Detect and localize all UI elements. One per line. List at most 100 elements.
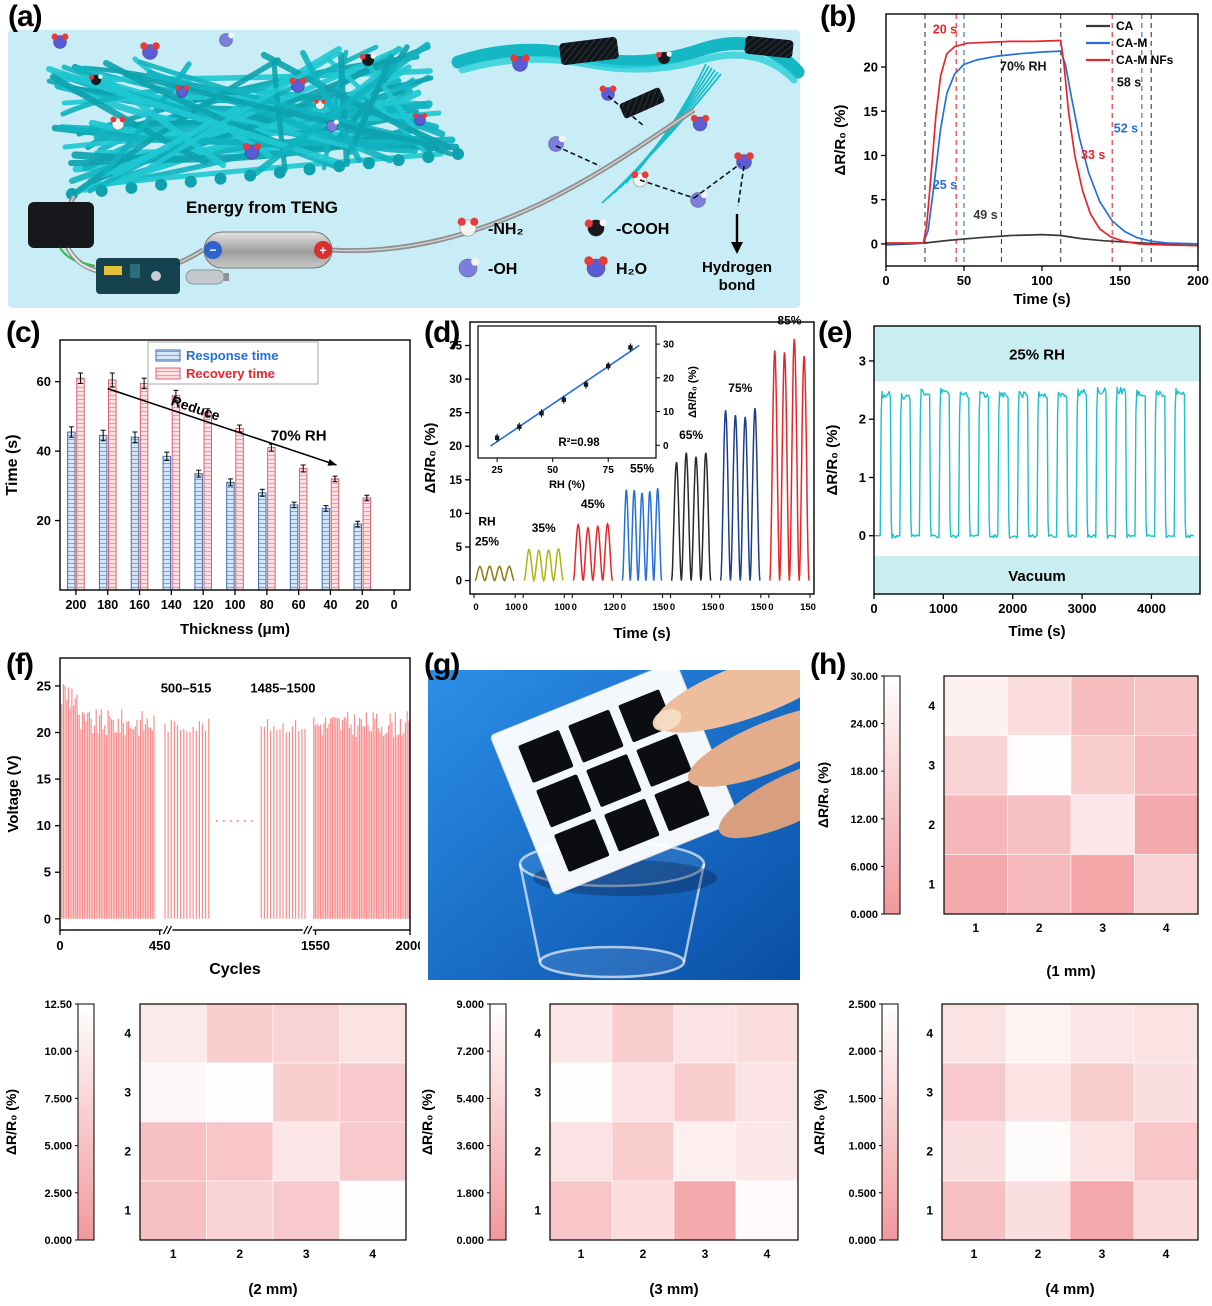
- panel-label-g: (g): [424, 648, 460, 681]
- svg-text:5: 5: [44, 865, 51, 880]
- svg-text:3000: 3000: [1068, 601, 1097, 616]
- svg-text:3: 3: [303, 1247, 310, 1261]
- svg-text:(2 mm): (2 mm): [248, 1281, 297, 1298]
- svg-text:1: 1: [926, 1204, 933, 1218]
- svg-text:0.000: 0.000: [850, 909, 878, 921]
- svg-text:0: 0: [473, 602, 478, 613]
- svg-text:0: 0: [522, 602, 527, 613]
- panel-c-thickness-bar-chart: 200 180 160 140 120 100 80 60 40 20 0 20 40 60 Thickne…: [0, 314, 420, 646]
- svg-text:4: 4: [1163, 921, 1170, 935]
- svg-text:ΔR/R₀ (%): ΔR/R₀ (%): [832, 105, 849, 176]
- sensor-photo-canvas: [428, 670, 800, 980]
- svg-text:2000: 2000: [396, 938, 420, 953]
- svg-text:2.500: 2.500: [848, 999, 876, 1011]
- svg-text:1: 1: [859, 470, 866, 485]
- svg-text:3: 3: [1099, 921, 1106, 935]
- svg-text:25: 25: [449, 408, 462, 420]
- heatmap-4mm-canvas: 2.500 2.000 1.500 1.000 0.500 0.000 ΔR/R₀ (%) 1…: [811, 999, 1199, 1298]
- svg-text:0: 0: [768, 602, 773, 613]
- svg-text:15: 15: [37, 772, 51, 787]
- svg-text:2: 2: [859, 412, 866, 427]
- svg-text:58 s: 58 s: [1117, 76, 1141, 90]
- svg-text:H₂O: H₂O: [616, 261, 647, 278]
- svg-text:15: 15: [864, 104, 878, 119]
- svg-text:1.500: 1.500: [848, 1093, 876, 1105]
- svg-text:52 s: 52 s: [1114, 121, 1138, 135]
- svg-text:20: 20: [449, 441, 462, 453]
- panel-label-h: (h): [810, 648, 846, 681]
- svg-text:12.00: 12.00: [850, 814, 878, 826]
- svg-text:2000: 2000: [998, 601, 1027, 616]
- svg-text:80: 80: [260, 598, 274, 612]
- svg-text:ΔR/R₀ (%): ΔR/R₀ (%): [422, 423, 439, 494]
- panel-heatmap-2mm: 12.50 10.00 7.500 5.000 2.500 0.000 ΔR/R₀ (%) 1…: [0, 988, 418, 1306]
- svg-text:3: 3: [534, 1086, 541, 1100]
- svg-text:100: 100: [505, 602, 521, 613]
- svg-text:3: 3: [859, 353, 866, 368]
- svg-text:0.000: 0.000: [456, 1235, 484, 1247]
- svg-text:70% RH: 70% RH: [271, 428, 327, 445]
- svg-text:CA-M: CA-M: [1116, 36, 1147, 50]
- svg-text:45%: 45%: [581, 497, 605, 511]
- svg-text:150: 150: [800, 602, 816, 613]
- svg-text:3: 3: [124, 1086, 131, 1100]
- svg-text:10: 10: [37, 818, 51, 833]
- svg-text:30: 30: [663, 340, 675, 351]
- svg-text:33 s: 33 s: [1081, 148, 1105, 162]
- svg-text:10: 10: [449, 508, 462, 520]
- svg-text:25: 25: [37, 678, 51, 693]
- svg-text:120: 120: [603, 602, 619, 613]
- svg-text:ΔR/R₀ (%): ΔR/R₀ (%): [815, 762, 831, 828]
- svg-text:6.000: 6.000: [850, 861, 878, 873]
- heatmap-2mm-canvas: 12.50 10.00 7.500 5.000 2.500 0.000 ΔR/R₀ (%) 1…: [3, 999, 407, 1298]
- svg-text:Response time: Response time: [186, 348, 278, 363]
- svg-text:60: 60: [292, 598, 306, 612]
- svg-text:5.400: 5.400: [456, 1093, 484, 1105]
- svg-text:0: 0: [719, 602, 724, 613]
- svg-text:0: 0: [882, 273, 889, 288]
- svg-text:200: 200: [1187, 273, 1209, 288]
- svg-text:-NH₂: -NH₂: [488, 221, 524, 238]
- heatmap-1mm-canvas: 30.00 24.00 18.00 12.00 6.000 0.000 ΔR/R₀ (%) 1…: [815, 671, 1199, 980]
- svg-text:180: 180: [97, 598, 118, 612]
- svg-text:25%: 25%: [475, 535, 499, 549]
- svg-text:2: 2: [640, 1247, 647, 1261]
- svg-text:40: 40: [324, 598, 338, 612]
- svg-text:100: 100: [1031, 273, 1053, 288]
- svg-text:75%: 75%: [728, 381, 752, 395]
- svg-text:1.000: 1.000: [848, 1141, 876, 1153]
- svg-text:3.600: 3.600: [456, 1141, 484, 1153]
- response-recovery-curve-canvas: 0 50 100 150 200 0 5 10 15 20 Time (s) ΔR/R₀ (%) CA C…: [832, 13, 1209, 308]
- svg-text:49 s: 49 s: [973, 208, 997, 222]
- svg-text:150: 150: [751, 602, 767, 613]
- svg-text:4: 4: [926, 1027, 933, 1041]
- panel-label-a: (a): [8, 0, 43, 33]
- svg-text:0.000: 0.000: [44, 1235, 72, 1247]
- svg-text:ΔR/R₀ (%): ΔR/R₀ (%): [3, 1089, 19, 1155]
- svg-text:bond: bond: [719, 277, 756, 294]
- svg-text:(4 mm): (4 mm): [1045, 1281, 1094, 1298]
- svg-text:2: 2: [534, 1145, 541, 1159]
- svg-text:5: 5: [456, 542, 463, 554]
- svg-text:Cycles: Cycles: [209, 961, 261, 978]
- svg-text:Recovery time: Recovery time: [186, 366, 275, 381]
- svg-text:4: 4: [928, 699, 935, 713]
- svg-text:Energy from TENG: Energy from TENG: [186, 198, 338, 217]
- svg-text:25: 25: [492, 465, 504, 476]
- svg-text:0: 0: [456, 576, 462, 588]
- svg-text:-OH: -OH: [488, 261, 517, 278]
- panel-label-d: (d): [424, 316, 460, 349]
- svg-text:3: 3: [1099, 1247, 1106, 1261]
- svg-text:10.00: 10.00: [44, 1046, 72, 1058]
- panel-label-b: (b): [820, 0, 856, 33]
- panel-label-e: (e): [818, 316, 853, 349]
- svg-text:0: 0: [663, 441, 669, 452]
- svg-text:0: 0: [572, 602, 577, 613]
- svg-text:25% RH: 25% RH: [1009, 347, 1065, 364]
- svg-text:0: 0: [670, 602, 675, 613]
- svg-text:18.00: 18.00: [850, 766, 878, 778]
- svg-text:1: 1: [972, 921, 979, 935]
- svg-text:4: 4: [534, 1027, 541, 1041]
- svg-text:1000: 1000: [929, 601, 958, 616]
